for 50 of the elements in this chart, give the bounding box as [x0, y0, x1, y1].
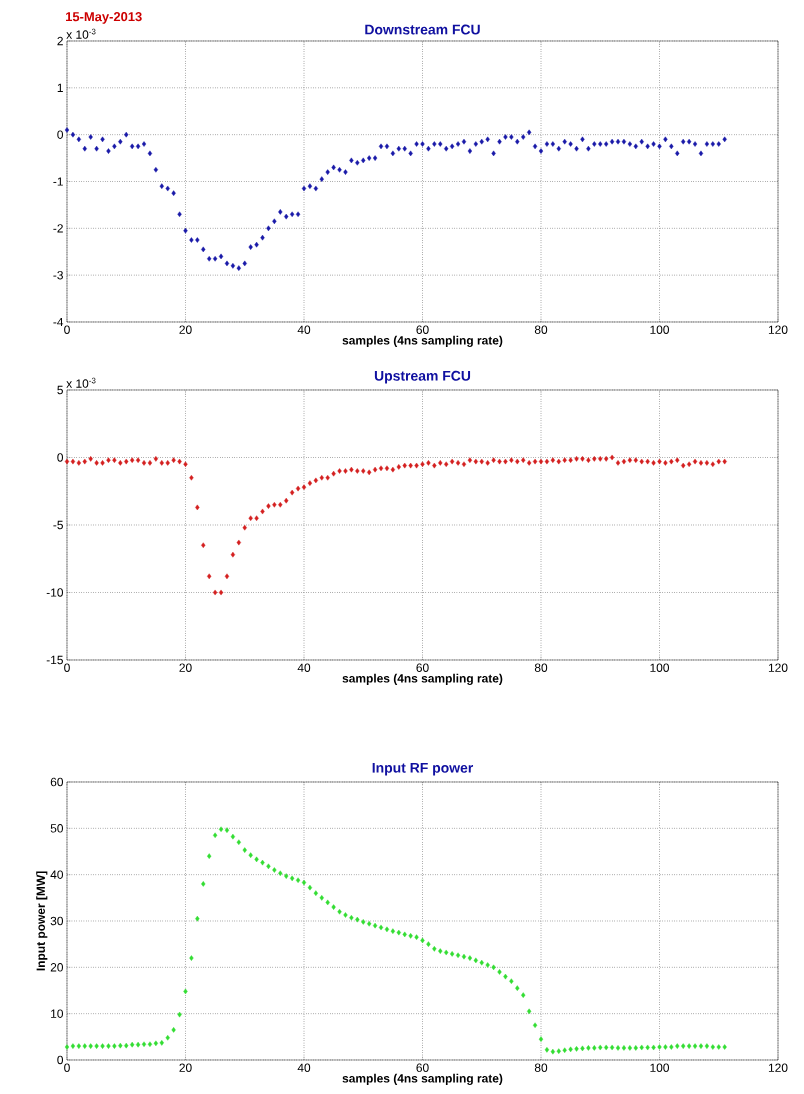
y-tick-label: 0: [57, 453, 64, 462]
y-tick-label: 2: [57, 36, 63, 46]
x-tick-label: 120: [768, 663, 788, 672]
x-tick-label: 0: [64, 663, 70, 672]
x-axis-title: samples (4ns sampling rate): [342, 673, 503, 686]
x-tick-label: 0: [64, 325, 70, 334]
y-tick-label: 40: [50, 870, 64, 879]
x-tick-label: 100: [650, 325, 670, 334]
y-tick-label: -15: [46, 655, 63, 665]
x-tick-label: 40: [297, 325, 311, 334]
x-tick-label: 60: [416, 1063, 429, 1072]
x-tick-label: 60: [416, 325, 429, 334]
x-tick-label: 20: [179, 325, 192, 334]
y-tick-label: 10: [51, 1009, 64, 1018]
x-tick-label: 0: [64, 1063, 70, 1072]
y-tick-label: 60: [50, 777, 64, 787]
x-tick-label: 20: [179, 1063, 192, 1072]
y-tick-label: -5: [53, 520, 63, 530]
y-tick-label: -2: [53, 224, 63, 233]
y-tick-label: -1: [53, 177, 63, 186]
y-tick-label: 0: [57, 130, 64, 139]
x-tick-label: 100: [650, 1063, 670, 1072]
x-tick-label: 80: [534, 663, 548, 672]
x-tick-label: 80: [534, 1063, 548, 1072]
text: x 10$^{-3}$: [66, 28, 96, 39]
x-tick-label: 100: [650, 663, 670, 672]
y-tick-label: 0: [57, 1055, 64, 1065]
text: 15-May-2013: [66, 12, 142, 24]
y-tick-label: 5: [57, 385, 63, 395]
y-axis-title: Input power [MW]: [36, 871, 48, 971]
chart-title: Downstream FCU: [365, 24, 480, 35]
y-tick-label: 1: [57, 83, 63, 92]
y-tick-label: 20: [50, 963, 64, 972]
text: x 10$^{-3}$: [66, 377, 96, 388]
x-tick-label: 120: [768, 325, 788, 334]
x-tick-label: 20: [179, 663, 192, 672]
x-tick-label: 80: [534, 325, 548, 334]
x-axis-title: samples (4ns sampling rate): [342, 1073, 503, 1086]
chart-title: Input RF power: [372, 763, 474, 776]
y-tick-label: -3: [53, 270, 63, 280]
y-tick-label: 30: [50, 916, 64, 926]
y-tick-label: -4: [53, 317, 64, 327]
y-tick-label: -10: [46, 588, 64, 597]
x-tick-label: 40: [297, 1063, 311, 1072]
y-tick-label: 50: [50, 824, 64, 833]
x-tick-label: 120: [768, 1063, 788, 1072]
x-axis-title: samples (4ns sampling rate): [342, 335, 503, 348]
chart-title: Upstream FCU: [374, 370, 471, 384]
x-tick-label: 40: [297, 663, 311, 672]
x-tick-label: 60: [416, 663, 429, 672]
